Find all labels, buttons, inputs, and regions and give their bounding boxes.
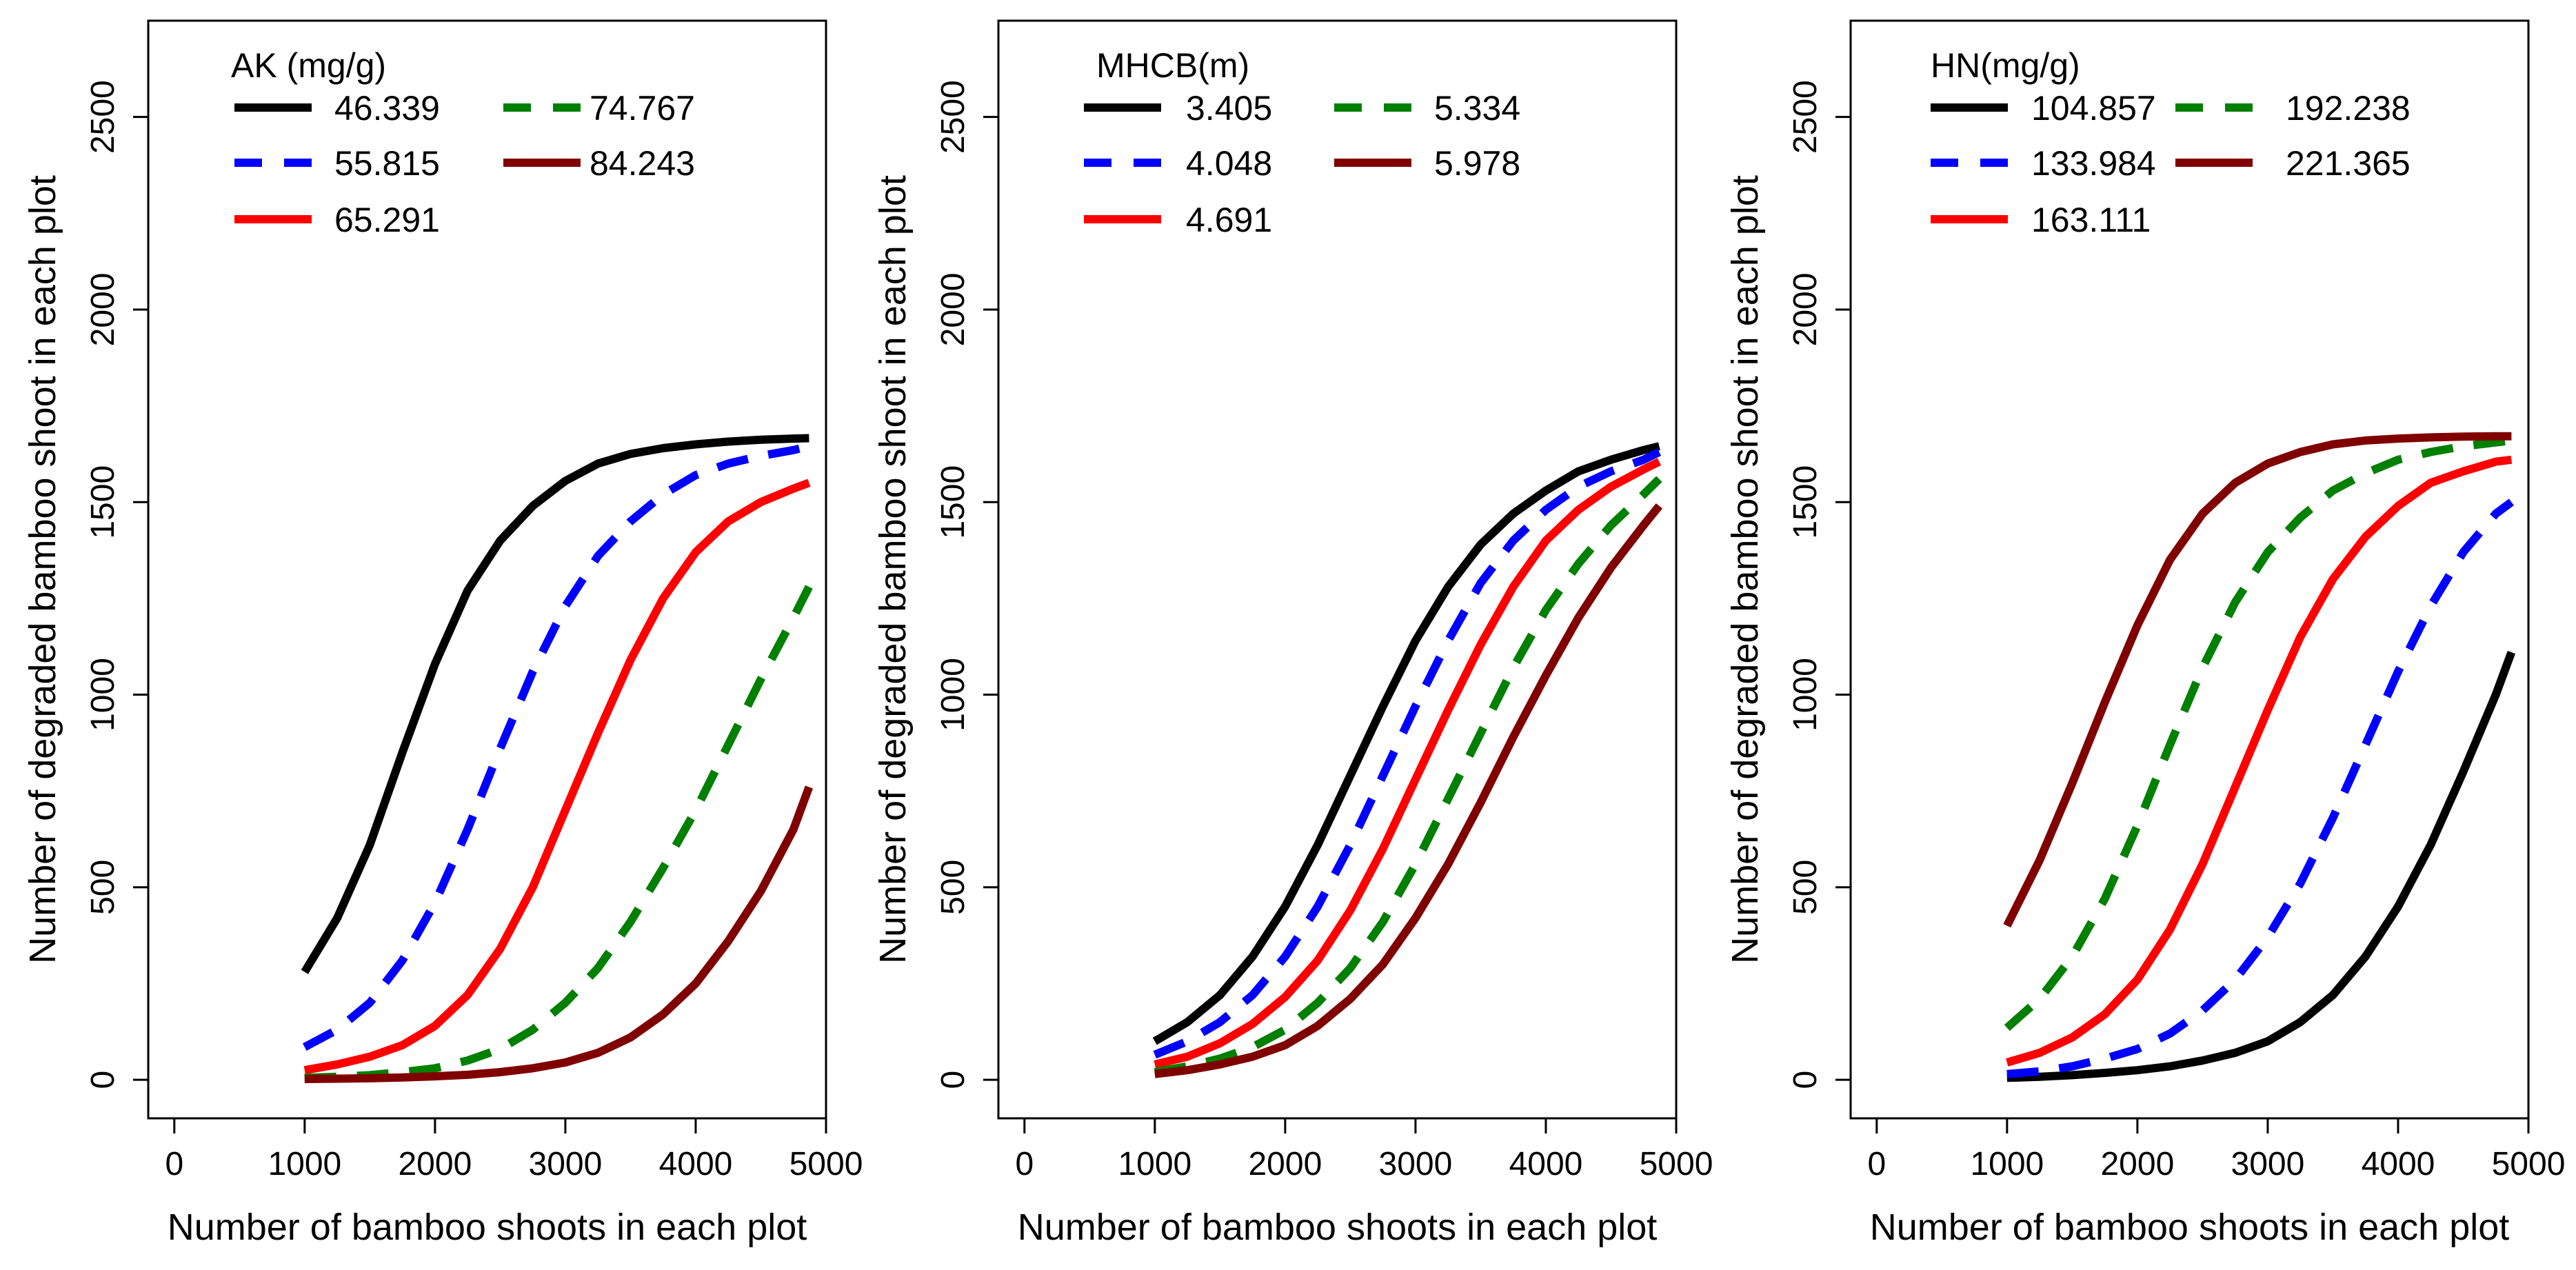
x-tick-label: 1000	[1970, 1146, 2044, 1182]
x-tick-label: 2000	[1248, 1146, 1322, 1182]
x-axis-title: Number of bamboo shoots in each plot	[1018, 1207, 1658, 1248]
x-tick-label: 3000	[1379, 1146, 1453, 1182]
legend-label: 5.334	[1434, 89, 1520, 128]
panel-2: 0 1000 2000 3000 4000 5000 0 500 1000 1500 2000 250…	[872, 19, 1713, 1248]
legend-label: 221.365	[2286, 144, 2411, 183]
series-line-5.334	[1154, 476, 1662, 1076]
x-tick-label: 5000	[2492, 1146, 2566, 1182]
y-tick-label: 500	[1787, 860, 1824, 915]
series-line-3.405	[1152, 442, 1660, 1045]
series-line-163.111	[2006, 455, 2513, 1067]
y-tick-label: 0	[935, 1071, 972, 1089]
x-tick-label: 5000	[789, 1146, 863, 1182]
legend-title: MHCB(m)	[1096, 46, 1249, 85]
x-tick-label: 4000	[659, 1146, 733, 1182]
x-tick-label: 3000	[2231, 1146, 2305, 1182]
x-tick-label: 5000	[1640, 1146, 1713, 1182]
series-line-55.815	[302, 442, 810, 1051]
legend-label: 74.767	[590, 89, 695, 128]
y-tick-label: 1500	[85, 465, 121, 539]
y-tick-label: 0	[85, 1071, 121, 1089]
legend-label: 4.048	[1186, 144, 1272, 183]
y-tick-label: 2500	[85, 80, 121, 154]
y-tick-label: 0	[1787, 1071, 1824, 1089]
x-tick-label: 4000	[2362, 1146, 2435, 1182]
series-line-104.857	[2006, 651, 2516, 1082]
series-line-84.243	[304, 785, 814, 1083]
x-tick-label: 1000	[1118, 1146, 1191, 1182]
y-tick-label: 2500	[1787, 80, 1824, 154]
legend-label: 192.238	[2286, 89, 2411, 128]
y-tick-label: 2500	[935, 80, 972, 154]
y-tick-label: 2000	[935, 273, 972, 347]
x-tick-label: 4000	[1509, 1146, 1583, 1182]
y-axis-title: Number of degraded bamboo shoot in each …	[22, 175, 63, 964]
legend-label: 65.291	[334, 201, 440, 239]
plot-frame	[997, 19, 1678, 1120]
legend-label: 46.339	[334, 89, 440, 128]
legend-label: 84.243	[590, 144, 695, 183]
legend-label: 133.984	[2031, 144, 2156, 183]
panel-1: 0 1000 2000 3000 4000 5000 0 500 1000 1500 2000 250…	[22, 19, 863, 1248]
legend-title: AK (mg/g)	[231, 46, 386, 85]
plot-frame	[1849, 19, 2530, 1120]
legend-label: 4.691	[1186, 201, 1272, 239]
x-tick-label: 1000	[268, 1146, 341, 1182]
y-tick-label: 1000	[935, 658, 972, 732]
x-tick-label: 3000	[529, 1146, 603, 1182]
y-axis-title: Number of degraded bamboo shoot in each …	[1724, 175, 1766, 964]
x-tick-label: 0	[1867, 1146, 1886, 1182]
series-line-133.984	[2006, 498, 2514, 1078]
series-line-46.339	[301, 434, 809, 974]
series-line-65.291	[303, 478, 811, 1075]
legend-label: 104.857	[2031, 89, 2156, 128]
plot-frame	[147, 19, 827, 1120]
legend: AK (mg/g) 46.339 55.815 65.291 74.767 84.243	[231, 46, 695, 239]
legend-label: 5.978	[1434, 144, 1520, 183]
y-tick-label: 1500	[1787, 465, 1824, 539]
y-axis-title: Number of degraded bamboo shoot in each …	[872, 175, 914, 964]
panel-3: 0 1000 2000 3000 4000 5000 0 500 1000 1500 2000 250…	[1724, 19, 2566, 1248]
y-tick-label: 1500	[935, 465, 972, 539]
legend: HN(mg/g) 104.857 133.984 163.111 192.238 221.…	[1931, 46, 2411, 239]
x-tick-label: 2000	[398, 1146, 472, 1182]
y-tick-label: 500	[85, 860, 121, 915]
legend-label: 163.111	[2031, 201, 2151, 239]
legend: MHCB(m) 3.405 4.048 4.691 5.334 5.978	[1084, 46, 1520, 239]
x-tick-label: 0	[165, 1146, 183, 1182]
y-tick-label: 1000	[85, 658, 121, 732]
x-tick-label: 2000	[2100, 1146, 2174, 1182]
x-axis-title: Number of bamboo shoots in each plot	[168, 1207, 807, 1248]
legend-label: 3.405	[1186, 89, 1272, 128]
x-axis-title: Number of bamboo shoots in each plot	[1870, 1207, 2510, 1248]
y-tick-label: 2000	[1787, 273, 1824, 347]
x-tick-label: 0	[1015, 1146, 1034, 1182]
series-line-5.978	[1154, 503, 1663, 1078]
series-line-4.048	[1153, 448, 1662, 1059]
y-tick-label: 500	[935, 860, 972, 915]
legend-title: HN(mg/g)	[1931, 46, 2080, 85]
y-tick-label: 1000	[1787, 658, 1824, 732]
series-line-74.767	[304, 585, 813, 1082]
legend-label: 55.815	[334, 144, 440, 183]
y-tick-label: 2000	[85, 273, 121, 347]
series-line-192.238	[2004, 436, 2513, 1031]
series-line-4.691	[1154, 458, 1662, 1069]
series-line-221.365	[2003, 432, 2512, 928]
